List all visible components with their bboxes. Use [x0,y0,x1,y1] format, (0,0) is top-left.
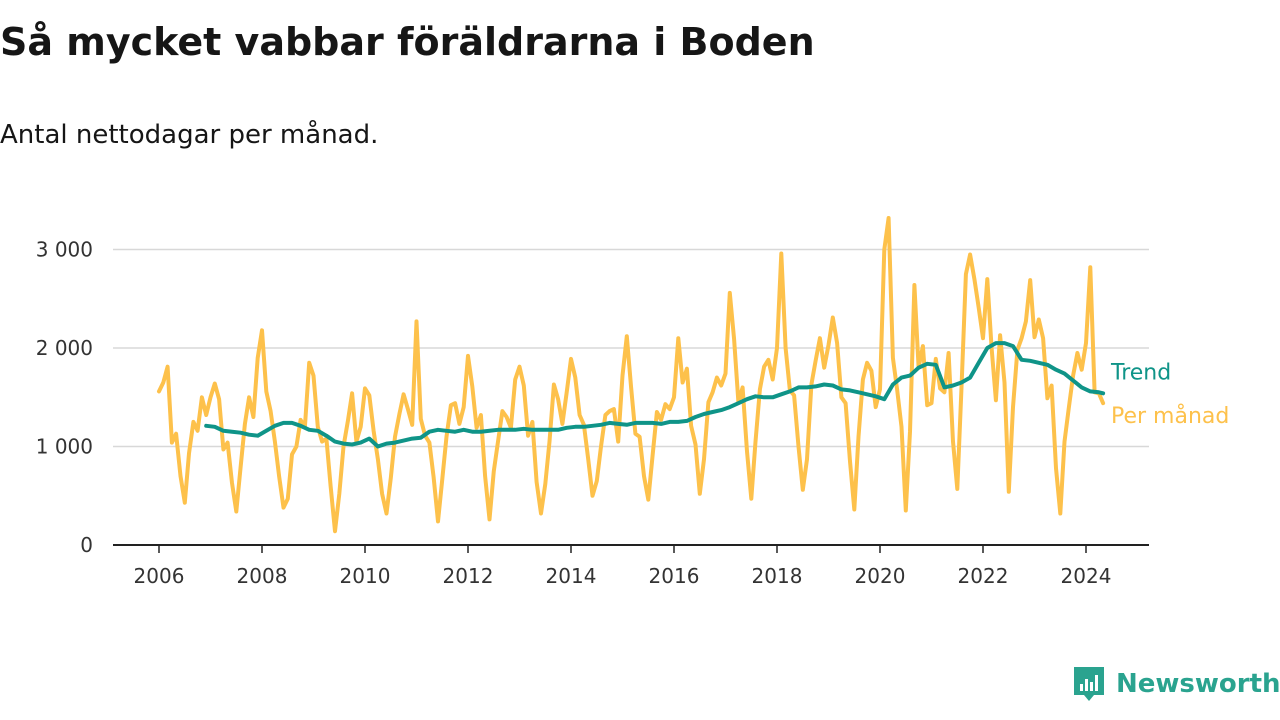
y-axis-ticks: 0 1 000 2 000 3 000 [36,238,93,557]
series-layer [157,216,1106,534]
y-tick-label: 3 000 [36,238,93,262]
x-tick-label: 2024 [1061,564,1112,588]
legend-label-monthly: Per månad [1111,403,1229,429]
x-tick-label: 2014 [546,564,597,588]
grid-lines [113,248,1149,448]
chart-subtitle: Antal nettodagar per månad. [0,120,379,150]
x-tick-label: 2016 [649,564,700,588]
y-tick-label: 2 000 [36,336,93,360]
legend: Per månad Trend [1110,360,1229,429]
x-tick-label: 2012 [443,564,494,588]
newsworthy-logo-icon [1074,667,1104,701]
brand-name: Newsworthy [1116,669,1280,699]
monthly-series-line [157,216,1106,534]
brand-footer: Newsworthy [1072,664,1280,704]
x-axis: 2006 2008 2010 2012 2014 2016 2018 2020 2022 2024 [113,544,1149,588]
legend-label-trend: Trend [1110,360,1171,385]
x-tick-label: 2008 [237,564,288,588]
x-tick-label: 2018 [752,564,803,588]
chart-title: Så mycket vabbar föräldrarna i Boden [0,20,815,64]
x-tick-label: 2022 [958,564,1009,588]
x-tick-label: 2010 [340,564,391,588]
x-tick-label: 2006 [134,564,185,588]
trend-series-line [204,341,1106,449]
x-tick-label: 2020 [855,564,906,588]
y-tick-label: 0 [80,533,93,557]
y-tick-label: 1 000 [36,435,93,459]
